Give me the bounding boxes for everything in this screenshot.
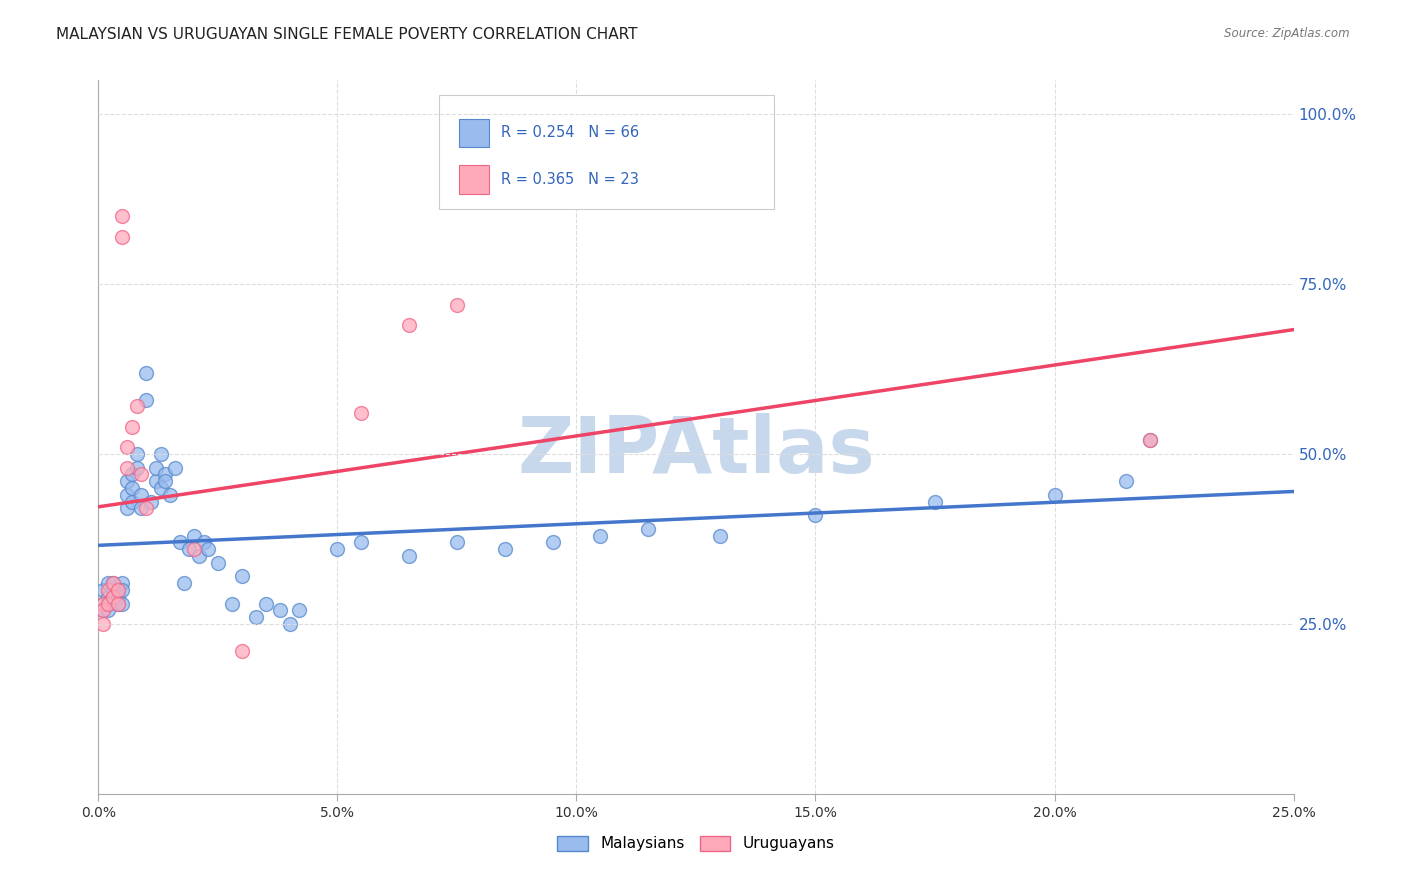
Point [197, 542, 219, 557]
Point [91, 617, 114, 632]
Point [101, 576, 124, 591]
Point [91, 603, 114, 617]
Point [350, 535, 373, 549]
Point [446, 297, 468, 311]
Point [107, 597, 129, 611]
Point [101, 582, 124, 597]
Point [115, 501, 138, 516]
Point [398, 549, 420, 563]
Point [187, 549, 209, 563]
Point [207, 556, 229, 570]
Point [107, 582, 129, 597]
Text: R = 0.254   N = 66: R = 0.254 N = 66 [501, 126, 640, 140]
Point [121, 481, 143, 495]
Point [254, 597, 277, 611]
Point [1139, 434, 1161, 448]
Point [221, 597, 243, 611]
Point [179, 542, 201, 557]
Point [135, 392, 157, 407]
Point [709, 528, 731, 542]
Point [97, 603, 120, 617]
Point [163, 460, 186, 475]
Point [183, 542, 205, 557]
Point [131, 488, 153, 502]
Point [97, 597, 120, 611]
Point [115, 488, 138, 502]
Point [245, 610, 267, 624]
Point [231, 569, 253, 583]
Point [107, 590, 129, 604]
Point [101, 590, 124, 604]
Point [924, 494, 946, 508]
Point [115, 460, 138, 475]
Point [91, 582, 114, 597]
Point [398, 318, 420, 332]
Point [111, 597, 134, 611]
Point [91, 603, 114, 617]
Point [97, 576, 120, 591]
Point [541, 535, 564, 549]
Point [288, 603, 311, 617]
Point [159, 488, 181, 502]
Point [155, 475, 177, 489]
Point [183, 528, 205, 542]
Point [149, 447, 172, 461]
Point [115, 440, 138, 454]
Point [125, 400, 148, 414]
Point [145, 460, 167, 475]
FancyBboxPatch shape [460, 165, 489, 194]
Point [1115, 475, 1137, 489]
Text: Source: ZipAtlas.com: Source: ZipAtlas.com [1225, 27, 1350, 40]
Point [91, 597, 114, 611]
FancyBboxPatch shape [460, 119, 489, 147]
Text: MALAYSIAN VS URUGUAYAN SINGLE FEMALE POVERTY CORRELATION CHART: MALAYSIAN VS URUGUAYAN SINGLE FEMALE POV… [56, 27, 638, 42]
Point [97, 597, 120, 611]
Point [121, 467, 143, 482]
Point [135, 501, 157, 516]
Point [107, 597, 129, 611]
Point [350, 406, 373, 420]
Point [121, 420, 143, 434]
Point [135, 366, 157, 380]
Point [111, 576, 134, 591]
Point [173, 576, 195, 591]
Text: R = 0.365   N = 23: R = 0.365 N = 23 [501, 172, 640, 186]
Point [193, 535, 215, 549]
Point [494, 542, 516, 557]
Point [804, 508, 827, 523]
Point [111, 582, 134, 597]
Point [115, 475, 138, 489]
Point [326, 542, 349, 557]
Point [155, 467, 177, 482]
Point [111, 229, 134, 244]
Point [125, 447, 148, 461]
Point [97, 582, 120, 597]
Point [231, 644, 253, 658]
Point [131, 467, 153, 482]
Point [131, 501, 153, 516]
Point [97, 590, 120, 604]
Point [145, 475, 167, 489]
FancyBboxPatch shape [439, 95, 773, 209]
Point [107, 582, 129, 597]
Point [1139, 434, 1161, 448]
Point [149, 481, 172, 495]
Point [269, 603, 291, 617]
Point [139, 494, 162, 508]
Point [125, 460, 148, 475]
Point [101, 590, 124, 604]
Legend: Malaysians, Uruguayans: Malaysians, Uruguayans [551, 830, 841, 857]
Point [589, 528, 612, 542]
Point [1043, 488, 1066, 502]
Text: ZIPAtlas: ZIPAtlas [517, 413, 875, 490]
Point [637, 522, 659, 536]
Point [169, 535, 191, 549]
Point [121, 494, 143, 508]
Point [278, 617, 301, 632]
Point [101, 576, 124, 591]
Point [446, 535, 468, 549]
Point [111, 209, 134, 223]
Point [91, 597, 114, 611]
